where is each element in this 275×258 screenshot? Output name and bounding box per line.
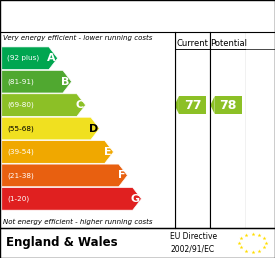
Text: (92 plus): (92 plus) [7,55,39,61]
Text: (81-91): (81-91) [7,78,34,85]
Text: Very energy efficient - lower running costs: Very energy efficient - lower running co… [4,35,153,41]
Text: EU Directive
2002/91/EC: EU Directive 2002/91/EC [170,232,218,253]
Polygon shape [179,96,206,114]
Polygon shape [2,47,58,70]
Polygon shape [215,96,242,114]
Text: (1-20): (1-20) [7,196,29,202]
Text: Not energy efficient - higher running costs: Not energy efficient - higher running co… [4,219,153,225]
Text: England & Wales: England & Wales [6,236,117,249]
Polygon shape [175,96,179,114]
Text: Energy Efficiency Rating: Energy Efficiency Rating [6,9,208,24]
Polygon shape [2,94,86,116]
Text: C: C [75,100,84,110]
Text: G: G [131,194,140,204]
Text: (55-68): (55-68) [7,125,34,132]
Polygon shape [2,188,141,210]
Polygon shape [2,70,72,93]
Text: 78: 78 [219,99,237,112]
Text: (21-38): (21-38) [7,172,34,179]
Text: Current: Current [177,39,208,48]
Text: D: D [89,124,98,134]
Polygon shape [2,117,100,140]
Text: (69-80): (69-80) [7,102,34,108]
Polygon shape [2,141,114,163]
Polygon shape [210,96,215,114]
Text: Potential: Potential [210,39,247,48]
Text: A: A [47,53,56,63]
Text: F: F [118,171,125,180]
Text: 77: 77 [184,99,201,112]
Polygon shape [2,164,128,187]
Text: (39-54): (39-54) [7,149,34,155]
Text: E: E [104,147,111,157]
Text: B: B [61,77,70,87]
